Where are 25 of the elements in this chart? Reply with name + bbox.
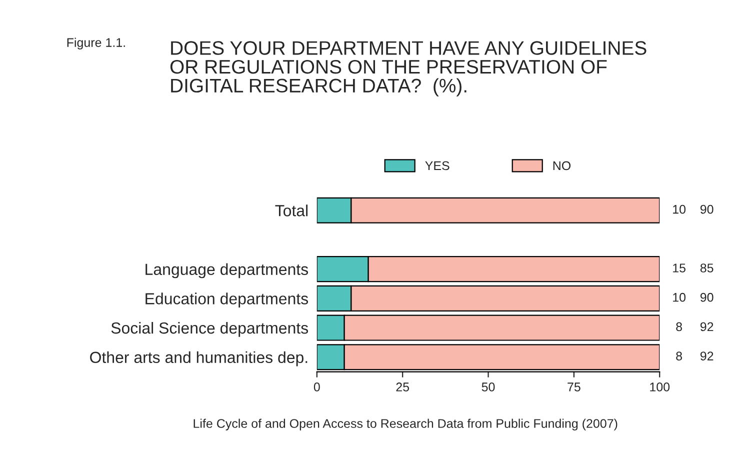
data-label: 92	[700, 352, 714, 360]
data-label: 92	[700, 322, 714, 332]
data-label: 15	[673, 264, 686, 272]
x-tick-label: 75	[568, 382, 580, 392]
x-tick-label: 0	[314, 382, 320, 392]
data-label: 8	[676, 322, 682, 332]
y-tick-label: Other arts and humanities dep.	[90, 351, 308, 366]
text: Life Cycle of and Open Access to Research Data from Public Funding (2007)	[194, 418, 618, 430]
y-tick-label: Education departments	[146, 292, 308, 308]
data-label: 8	[676, 352, 682, 360]
y-tick-label: Social Science departments	[111, 322, 308, 337]
y-tick-label: Language departments	[146, 263, 308, 278]
data-label: 85	[700, 264, 714, 272]
data-label: 10	[673, 292, 686, 302]
chart-title: DOES YOUR DEPARTMENT HAVE ANY GUIDELINES OR REGULATIONS ON THE PRESERVATION OF DIGITAL RESEARCH DATA? (%).	[170, 41, 646, 96]
data-label: 10	[673, 204, 686, 214]
caption: Figure 1.1.	[67, 38, 125, 50]
x-tick-label: 50	[482, 382, 495, 392]
x-tick-label: 100	[650, 382, 670, 392]
data-label: 90	[700, 292, 714, 302]
legend-label: YES	[425, 161, 450, 170]
y-tick-label: Total	[275, 204, 308, 216]
x-tick-label: 25	[396, 382, 410, 392]
data-label: 90	[700, 204, 714, 214]
legend-label: NO	[553, 161, 571, 170]
